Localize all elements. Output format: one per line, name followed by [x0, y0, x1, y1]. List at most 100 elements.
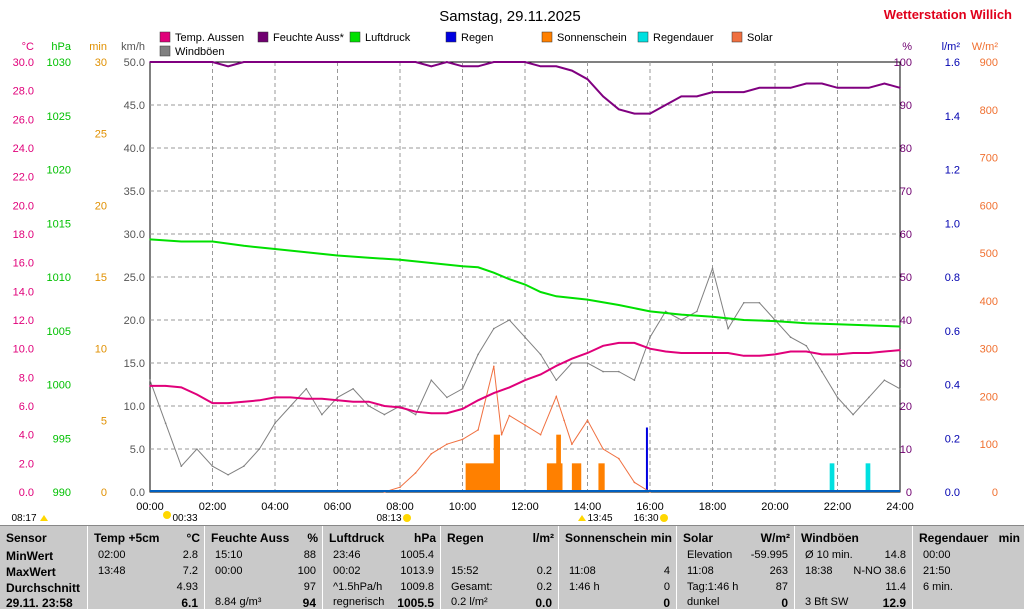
solar-tick-label: 900: [980, 57, 998, 69]
summary-col-unit: hPa: [413, 531, 436, 545]
temperature-line-point: [289, 396, 292, 399]
wind-gust-line-point: [758, 302, 761, 304]
wind-gust-line-point: [883, 379, 886, 382]
summary-cell-value: 0: [781, 596, 788, 610]
temperature-line-point: [258, 399, 261, 402]
summary-cell-label: Tag:1:46 h: [687, 581, 739, 593]
humidity-line-point: [430, 65, 433, 68]
humidity-line-point: [243, 61, 245, 63]
wind-gust-line-point: [899, 388, 901, 390]
summary-cell-value: 97: [303, 581, 316, 593]
pressure-tick-label: 1010: [47, 272, 71, 284]
humidity-line-point: [493, 61, 495, 63]
summary-cell-value: 12.9: [882, 596, 906, 610]
rain-unit: l/m²: [942, 41, 961, 53]
solar-tick-label: 800: [980, 105, 998, 117]
humidity-line-point: [696, 95, 698, 98]
summary-cell-label: regnerisch: [333, 596, 385, 608]
pressure-line-point: [399, 259, 401, 261]
pressure-line-point: [368, 256, 370, 259]
wind-gust-line-point: [555, 379, 558, 382]
sunshine-bar: [556, 434, 561, 492]
solar-line-point: [586, 419, 589, 422]
wind-gust-line-point: [868, 396, 870, 399]
time-tick-label: 04:00: [261, 501, 289, 513]
temperature-line-point: [164, 385, 167, 387]
humidity-line-point: [618, 108, 620, 111]
solar-line-point: [618, 457, 620, 460]
pressure-line-point: [555, 295, 558, 298]
summary-cell-label: 00:00: [923, 549, 951, 561]
left-axes: 30.0 28.0 26.0 24.0 22.0 20.0 18.0 16.0 14.0 12.0…: [13, 41, 145, 499]
temperature-line-point: [883, 350, 886, 353]
temperature-line-point: [868, 352, 870, 354]
pressure-tick-label: 1020: [47, 165, 71, 177]
rain-tick-label: 0.8: [945, 272, 960, 284]
legend-swatch: [541, 31, 553, 43]
wind-tick-label: 25.0: [124, 272, 145, 284]
summary-cell-label: 13:48: [98, 565, 126, 577]
humidity-tick-label: 90: [900, 100, 912, 112]
temperature-line-point: [399, 406, 401, 409]
temperature-line-point: [180, 386, 183, 389]
humidity-line-point: [399, 61, 401, 63]
summary-cell-value: 87: [775, 581, 788, 593]
temp-tick-label: 8.0: [19, 372, 34, 384]
minutes-tick-label: 30: [95, 57, 107, 69]
humidity-line-point: [368, 61, 370, 63]
time-tick-label: 12:00: [511, 501, 539, 513]
summary-cell-label: 00:00: [215, 565, 243, 577]
wind-tick-label: 50.0: [124, 57, 145, 69]
summary-col-unit: min: [650, 531, 672, 545]
summary-col-header: Luftdruck hPa: [329, 531, 436, 545]
wind-gust-line-point: [696, 310, 698, 313]
minutes-unit: min: [89, 41, 107, 53]
summary-cell-label: 8.84 g/m³: [215, 596, 262, 608]
solar-line-point: [633, 481, 636, 484]
minutes-tick-label: 10: [95, 344, 107, 356]
summary-col-title: Sonnenschein: [565, 531, 648, 545]
summary-cell-value: 1013.9: [400, 565, 434, 577]
summary-col-header: Regen l/m²: [447, 531, 554, 545]
temperature-line-point: [227, 402, 229, 404]
summary-col-unit: min: [998, 531, 1020, 545]
summary-cell-value: 0: [663, 581, 670, 593]
minutes-tick-label: 5: [101, 415, 107, 427]
summary-col-header: Windböen: [801, 531, 908, 545]
wind-gust-line-point: [852, 413, 854, 416]
pressure-line-point: [774, 320, 776, 322]
temp-tick-label: 24.0: [13, 143, 34, 155]
wind-gust-line-point: [414, 413, 417, 416]
rain-duration-bar: [865, 463, 871, 492]
solar-line-point: [414, 472, 417, 474]
humidity-line-point: [336, 61, 339, 63]
weather-chart: Samstag, 29.11.2025 Wetterstation Willic…: [11, 7, 1012, 524]
humidity-tick-label: 50: [900, 272, 912, 284]
humidity-line-point: [852, 87, 854, 89]
wind-unit: km/h: [121, 41, 145, 53]
temperature-line-point: [805, 350, 808, 353]
pressure-line-point: [680, 313, 683, 316]
solar-line-point: [555, 395, 558, 398]
temperature-line-point: [430, 412, 433, 415]
summary-col-title: Regendauer: [919, 531, 989, 545]
summary-cell-value: N-NO 38.6: [853, 565, 906, 577]
legend-label: Solar: [747, 32, 773, 44]
rain-tick-label: 0.0: [945, 487, 960, 499]
humidity-tick-label: 80: [900, 143, 912, 155]
temp-tick-label: 20.0: [13, 200, 34, 212]
humidity-line-point: [789, 87, 792, 89]
solar-line-point: [399, 486, 401, 489]
wind-gust-line-point: [680, 319, 683, 321]
pressure-tick-label: 1025: [47, 111, 71, 123]
summary-cell-label: 21:50: [923, 565, 951, 577]
marker-moonset: 13:45: [587, 513, 612, 524]
temperature-line-point: [758, 355, 761, 357]
legend-swatch: [731, 31, 743, 43]
summary-cell-value: -59.995: [750, 549, 788, 561]
temp-unit: °C: [22, 41, 34, 53]
pressure-line-point: [493, 271, 495, 274]
legend-swatch: [159, 45, 171, 57]
temperature-line-point: [618, 342, 620, 344]
temperature-line-point: [305, 398, 308, 400]
